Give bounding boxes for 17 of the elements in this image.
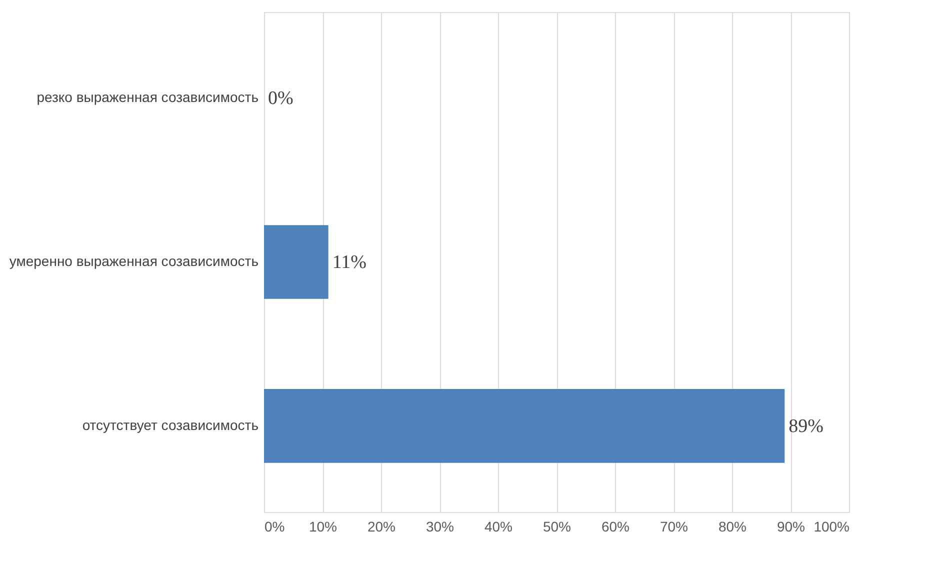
x-tick-label: 10% — [308, 518, 338, 534]
y-tick-label: резко выраженная созависимость — [36, 89, 258, 106]
x-tick-label: 70% — [660, 518, 688, 534]
x-tick-label: 60% — [601, 518, 630, 534]
x-tick-label: 50% — [542, 518, 572, 534]
x-tick-label: 90% — [776, 518, 806, 534]
y-tick-label: отсутствует созависимость — [82, 416, 258, 433]
x-tick-label: 20% — [367, 518, 396, 534]
x-tick-label: 0% — [264, 518, 285, 534]
data-label: 11% — [332, 252, 367, 273]
x-tick-label: 40% — [484, 518, 513, 534]
x-tick-label: 80% — [718, 518, 747, 534]
y-tick-label: умеренно выраженная созависимость — [9, 253, 258, 269]
x-tick-label: 30% — [426, 518, 454, 534]
data-label: 0% — [268, 88, 294, 110]
data-label: 89% — [788, 416, 824, 437]
x-tick-label: 100% — [814, 518, 850, 534]
